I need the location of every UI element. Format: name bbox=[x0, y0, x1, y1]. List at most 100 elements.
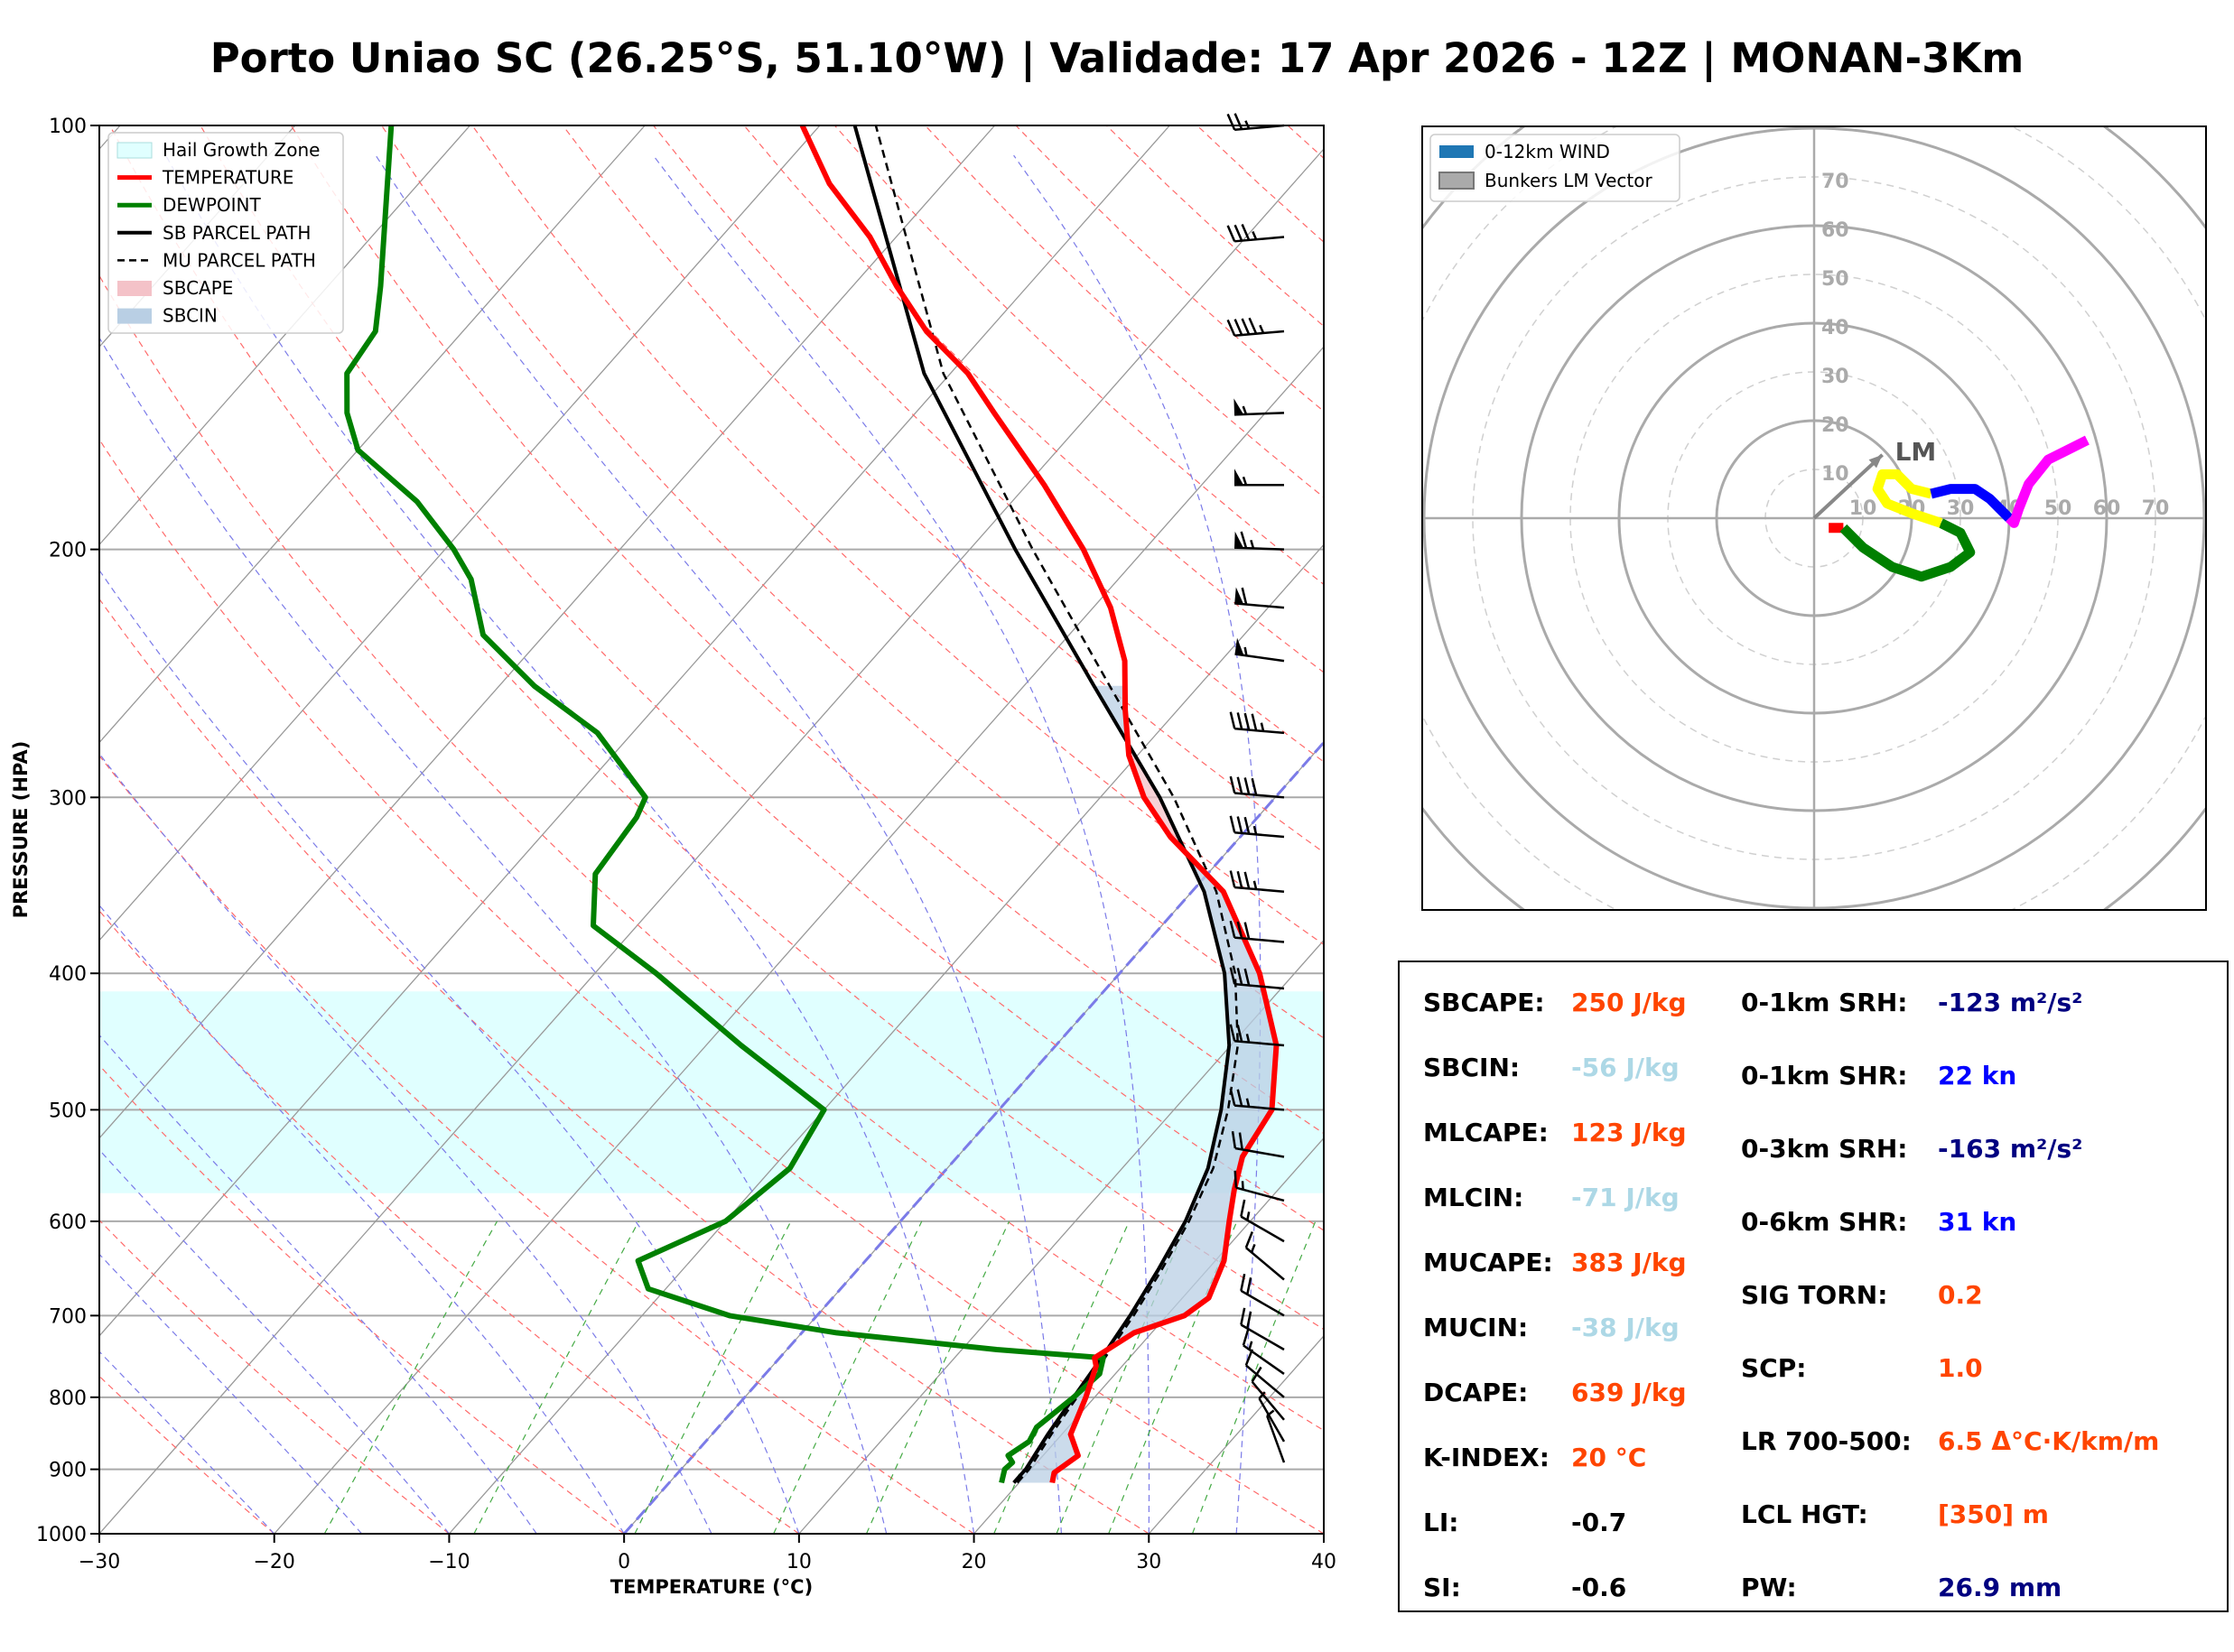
wind-barb bbox=[1229, 870, 1285, 893]
wind-barb-staff bbox=[1234, 236, 1285, 243]
wind-barb bbox=[1244, 1349, 1285, 1398]
hodograph-trace-segment bbox=[1839, 518, 1976, 582]
wind-barb bbox=[1226, 224, 1285, 243]
isotherm-line bbox=[99, 125, 996, 1139]
wind-barb-full bbox=[1248, 317, 1258, 335]
wind-barb-half bbox=[1259, 324, 1265, 334]
wind-barb-staff bbox=[1234, 936, 1285, 943]
wind-barb bbox=[1234, 637, 1285, 663]
wind-barb-half bbox=[1244, 120, 1251, 129]
wind-barb bbox=[1229, 1024, 1285, 1047]
wind-barb-full bbox=[1241, 318, 1251, 335]
stat-value: 1.0 bbox=[1938, 1353, 1983, 1383]
legend-swatch bbox=[116, 142, 153, 159]
y-tick-label: 200 bbox=[49, 540, 87, 562]
wind-barb bbox=[1233, 1170, 1285, 1202]
stat-label: 0-6km SHR: bbox=[1741, 1207, 1908, 1237]
wind-barb-full bbox=[1243, 922, 1251, 940]
legend-label: SBCAPE bbox=[163, 277, 233, 299]
isotherm-line bbox=[798, 939, 1324, 1534]
wind-barb-full bbox=[1251, 1366, 1262, 1383]
wind-barb-staff bbox=[1258, 1397, 1286, 1443]
isotherm-line bbox=[274, 346, 1324, 1534]
legend-label: DEWPOINT bbox=[163, 194, 261, 216]
zero-isotherm bbox=[623, 740, 1324, 1534]
hodograph-trace-segment bbox=[2006, 435, 2090, 528]
wind-barb-full bbox=[1242, 1328, 1250, 1346]
wind-barb-full bbox=[1236, 712, 1243, 730]
mixing-ratio-line bbox=[473, 1220, 639, 1534]
y-tick-label: 900 bbox=[49, 1460, 87, 1482]
wind-barb-full bbox=[1246, 1277, 1252, 1295]
wind-barb-full bbox=[1233, 319, 1243, 336]
wind-barb-full bbox=[1243, 816, 1251, 834]
hodograph-trace-segment bbox=[1930, 484, 2013, 522]
mixing-ratio-line bbox=[323, 1220, 498, 1534]
wind-barb-staff bbox=[1240, 1289, 1285, 1317]
dewpoint-line bbox=[344, 125, 1106, 1484]
isotherm-line bbox=[99, 125, 821, 942]
bunkers-lm-arrowhead bbox=[1868, 454, 1883, 469]
hodograph-ring-label: 30 bbox=[1947, 497, 1975, 520]
wind-barb-full bbox=[1251, 713, 1258, 731]
wind-barb-half bbox=[1242, 405, 1248, 415]
stat-label: LCL HGT: bbox=[1741, 1499, 1868, 1529]
wind-barb bbox=[1229, 967, 1285, 990]
stat-value: 123 J/kg bbox=[1571, 1118, 1687, 1147]
wind-barb-half bbox=[1252, 231, 1258, 240]
wind-barb-full bbox=[1236, 870, 1243, 888]
wind-barb-full bbox=[1233, 224, 1243, 242]
legend-label: Hail Growth Zone bbox=[163, 139, 320, 161]
y-axis-label: PRESSURE (HPA) bbox=[10, 741, 32, 919]
stat-label: 0-1km SRH: bbox=[1741, 988, 1908, 1017]
stat-value: 639 J/kg bbox=[1571, 1378, 1687, 1407]
moist-adiabat bbox=[1013, 154, 1261, 1534]
wind-barb-staff bbox=[1234, 653, 1285, 663]
x-tick-label: 30 bbox=[1136, 1551, 1161, 1573]
stat-value: 0.2 bbox=[1938, 1280, 1983, 1310]
dry-adiabat bbox=[290, 125, 1324, 1135]
wind-barb-flag bbox=[1233, 398, 1244, 415]
wind-barb bbox=[1242, 1328, 1285, 1375]
wind-barb-staff bbox=[1234, 792, 1285, 799]
wind-barb-full bbox=[1243, 871, 1251, 889]
legend-label: 0-12km WIND bbox=[1485, 141, 1610, 162]
stat-value: 22 kn bbox=[1938, 1061, 2017, 1091]
wind-barb-full bbox=[1243, 968, 1251, 986]
stat-value: 6.5 Δ°C·K/km/m bbox=[1938, 1426, 2160, 1456]
stat-label: SCP: bbox=[1741, 1353, 1807, 1383]
wind-barb-half bbox=[1243, 646, 1248, 656]
hodograph-ring-label: 60 bbox=[2093, 497, 2121, 520]
wind-barb-full bbox=[1240, 1274, 1246, 1292]
y-tick-label: 600 bbox=[49, 1211, 87, 1234]
wind-barb-staff bbox=[1234, 124, 1285, 132]
stat-label: 0-1km SHR: bbox=[1741, 1061, 1908, 1091]
wind-barb-full bbox=[1251, 777, 1258, 795]
wind-barb-full bbox=[1229, 920, 1236, 938]
stat-label: MUCAPE: bbox=[1423, 1248, 1553, 1277]
dry-adiabat bbox=[471, 125, 1324, 946]
wind-barb-full bbox=[1229, 711, 1236, 729]
wind-barb-full bbox=[1236, 921, 1243, 939]
wind-barb bbox=[1240, 1274, 1285, 1317]
stat-value: -0.6 bbox=[1571, 1573, 1627, 1602]
hodograph-ring-label: 50 bbox=[1821, 268, 1849, 291]
wind-barb-staff bbox=[1233, 412, 1285, 416]
wind-barb-staff bbox=[1240, 1215, 1285, 1243]
hodograph-ring-label: 70 bbox=[1821, 171, 1849, 193]
isotherm-line bbox=[448, 543, 1324, 1534]
wind-barb-full bbox=[1229, 1088, 1236, 1106]
wind-barb-full bbox=[1244, 1349, 1254, 1366]
wind-barb bbox=[1266, 1409, 1286, 1463]
wind-barb-full bbox=[1243, 712, 1251, 730]
stat-label: MLCAPE: bbox=[1423, 1118, 1549, 1147]
x-tick-label: −10 bbox=[428, 1551, 470, 1573]
wind-barb-full bbox=[1236, 776, 1243, 794]
wind-barb bbox=[1233, 398, 1285, 416]
wind-barb-staff bbox=[1234, 1104, 1285, 1111]
wind-barb-staff bbox=[1234, 1039, 1285, 1047]
bunkers-lm-label: LM bbox=[1895, 437, 1937, 467]
legend-label: Bunkers LM Vector bbox=[1485, 170, 1653, 191]
wind-barb bbox=[1229, 920, 1285, 943]
dry-adiabat bbox=[99, 1375, 275, 1534]
